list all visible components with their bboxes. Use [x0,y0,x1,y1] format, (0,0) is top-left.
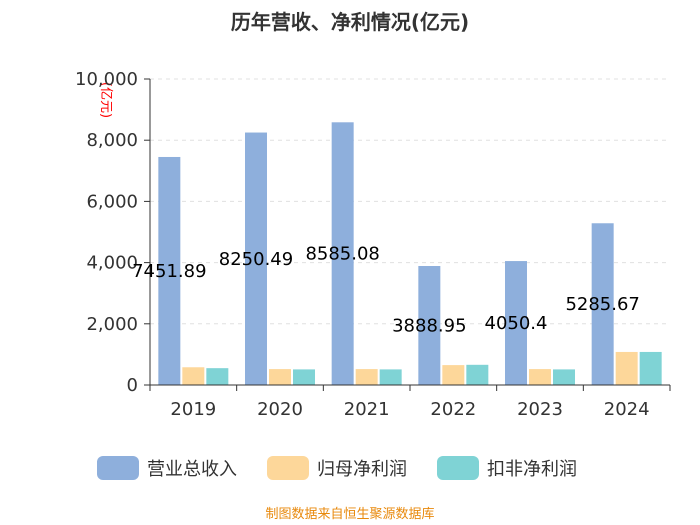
legend-label: 扣非净利润 [487,459,577,480]
grid-lines [150,78,670,325]
bar-2-2023 [553,369,575,385]
y-tick-label: 8,000 [86,130,138,151]
bar-0-2020 [245,132,267,385]
bar-0-2024 [591,223,614,385]
bar-2-2024 [639,351,662,385]
bars-layer [158,122,662,385]
bar-0-2019 [158,156,181,385]
data-source: 制图数据来自恒生聚源数据库 [265,506,434,522]
bar-1-2019 [182,367,205,385]
legend-swatch [267,456,309,480]
data-labels: 7451.89 8250.49 8585.08 3888.95 4050.4 5285.6… [132,244,640,337]
bar-2-2022 [466,364,489,385]
y-tick-label: 2,000 [86,314,138,335]
data-label: 7451.89 [132,261,206,282]
legend-swatch [437,456,479,480]
bar-0-2022 [418,265,441,385]
y-tick-label: 10,000 [75,69,138,90]
y-tick-label: 4,000 [86,253,138,274]
bar-1-2020 [269,369,291,385]
bar-2-2020 [293,369,315,385]
data-label: 3888.95 [392,315,466,336]
data-label: 8250.49 [219,249,293,270]
legend: 营业总收入 归母净利润 扣非净利润 [97,456,577,480]
y-axis-unit: (亿元) [98,82,113,118]
axes: 0 2,000 4,000 6,000 8,000 10,000 2019 2020 2021 2… [75,69,671,420]
bar-2-2019 [206,368,229,385]
bar-2-2021 [379,369,402,385]
x-tick-label: 2020 [257,399,303,420]
bar-0-2021 [331,122,354,385]
legend-label: 归母净利润 [317,459,407,480]
data-label: 8585.08 [305,244,379,265]
data-label: 4050.4 [485,313,548,334]
data-label: 5285.67 [565,294,639,315]
bar-1-2022 [442,365,465,385]
x-tick-label: 2023 [517,399,563,420]
x-tick-label: 2021 [344,399,390,420]
legend-swatch [97,456,139,480]
y-tick-label: 6,000 [86,191,138,212]
bar-1-2021 [355,369,378,385]
bar-0-2023 [505,261,527,385]
bar-1-2024 [615,351,638,385]
y-tick-label: 0 [127,375,138,396]
bar-1-2023 [529,369,551,385]
x-tick-label: 2022 [430,399,476,420]
chart-title: 历年营收、净利情况(亿元) [231,10,469,34]
legend-label: 营业总收入 [147,459,237,480]
x-tick-label: 2024 [604,399,650,420]
x-tick-label: 2019 [170,399,216,420]
